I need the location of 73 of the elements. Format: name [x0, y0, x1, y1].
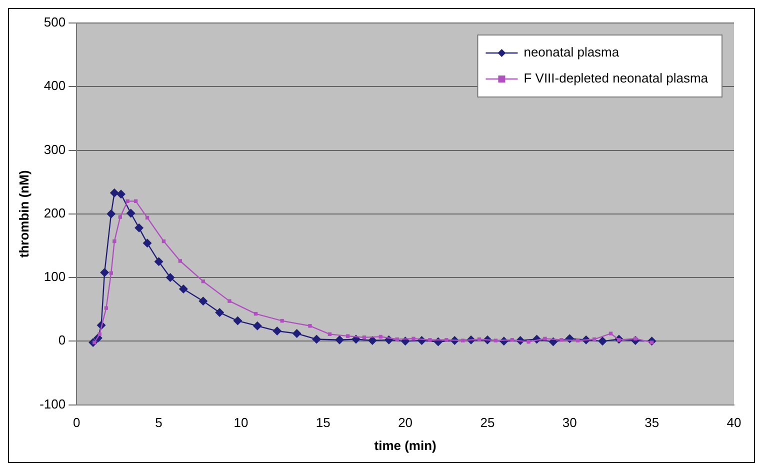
point: [178, 259, 182, 263]
point: [444, 338, 448, 342]
point: [362, 336, 366, 340]
point: [233, 316, 242, 326]
point: [126, 199, 130, 204]
point: [368, 336, 377, 346]
point: [254, 312, 258, 316]
point: [142, 238, 152, 248]
point: [477, 337, 482, 342]
point: [526, 340, 530, 344]
y-axis-title: thrombin (nM): [16, 170, 32, 258]
point: [560, 338, 564, 342]
point: [118, 215, 122, 219]
point: [292, 329, 302, 338]
point: [510, 338, 514, 342]
point: [378, 334, 382, 339]
y-tick-label: 300: [44, 142, 66, 157]
point: [576, 338, 580, 342]
point: [252, 321, 262, 330]
point: [98, 332, 102, 336]
point: [312, 334, 322, 344]
point: [104, 306, 108, 310]
legend-label: neonatal plasma: [524, 44, 620, 60]
y-tick-label: -100: [40, 396, 66, 412]
x-tick-label: 10: [234, 415, 248, 430]
point: [328, 332, 332, 336]
point: [109, 271, 113, 275]
point: [110, 188, 119, 198]
point: [166, 273, 175, 282]
point: [112, 239, 116, 244]
point: [335, 335, 344, 344]
point: [162, 239, 166, 244]
x-tick-label: 5: [155, 415, 162, 430]
x-tick-label: 15: [316, 415, 330, 430]
point: [598, 336, 608, 346]
point: [228, 299, 232, 303]
point: [215, 308, 224, 318]
point: [106, 209, 116, 218]
point: [198, 296, 208, 306]
x-tick-label: 20: [398, 415, 413, 430]
point: [201, 280, 206, 284]
x-tick-label: 35: [644, 415, 660, 430]
legend-label: F VIII-depleted neonatal plasma: [524, 70, 709, 86]
point: [126, 208, 136, 218]
y-tick-label: 500: [44, 14, 66, 30]
point: [145, 216, 150, 220]
point: [428, 338, 432, 342]
point: [608, 332, 613, 336]
x-tick-label: 0: [73, 415, 80, 430]
point: [272, 326, 282, 336]
point: [154, 257, 164, 266]
point: [412, 336, 416, 340]
point: [116, 190, 126, 199]
point: [543, 336, 547, 340]
point: [395, 337, 399, 342]
point: [134, 199, 138, 204]
point: [460, 338, 465, 342]
point: [280, 318, 284, 323]
y-tick-label: 100: [44, 269, 66, 284]
point: [494, 338, 498, 342]
point: [592, 337, 596, 342]
x-tick-label: 25: [480, 415, 495, 430]
y-tick-label: 200: [44, 205, 66, 220]
point: [346, 334, 350, 338]
point: [134, 223, 144, 232]
point: [308, 324, 312, 328]
x-tick-label: 30: [562, 415, 577, 430]
x-tick-label: 40: [726, 415, 742, 430]
point: [100, 268, 110, 277]
y-tick-label: 0: [58, 332, 66, 348]
point: [178, 284, 188, 294]
y-tick-label: 400: [44, 78, 66, 94]
x-axis-title: time (min): [374, 438, 436, 453]
